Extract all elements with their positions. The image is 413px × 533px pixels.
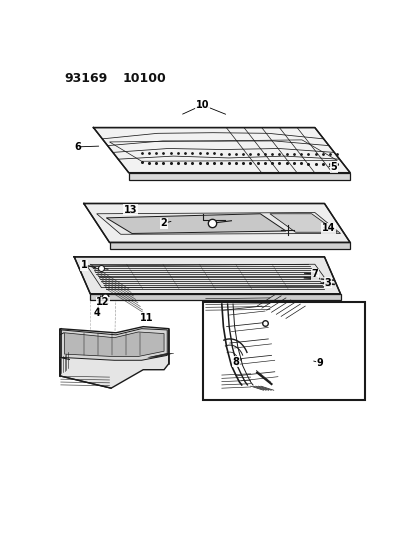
- Polygon shape: [61, 329, 167, 360]
- Text: 14: 14: [321, 223, 334, 233]
- Text: 7: 7: [311, 269, 318, 279]
- Text: 10: 10: [195, 100, 209, 110]
- Polygon shape: [106, 214, 285, 233]
- Text: 13: 13: [123, 205, 137, 215]
- Text: 6: 6: [74, 142, 81, 152]
- Polygon shape: [109, 243, 349, 248]
- Text: 12: 12: [96, 297, 109, 307]
- Polygon shape: [74, 257, 340, 294]
- Text: 11: 11: [139, 312, 153, 322]
- FancyBboxPatch shape: [202, 302, 364, 400]
- Text: 2: 2: [160, 218, 167, 228]
- Polygon shape: [96, 213, 340, 235]
- Text: 93169: 93169: [64, 72, 107, 85]
- Text: 8: 8: [232, 357, 239, 367]
- Text: 1: 1: [80, 260, 87, 270]
- Text: 4: 4: [93, 309, 100, 319]
- Polygon shape: [59, 327, 169, 388]
- Text: 3: 3: [323, 278, 330, 288]
- Text: 5: 5: [330, 163, 337, 172]
- Text: 9: 9: [316, 358, 322, 368]
- Polygon shape: [64, 332, 164, 357]
- Polygon shape: [83, 204, 349, 243]
- Polygon shape: [90, 294, 340, 300]
- Polygon shape: [93, 127, 349, 173]
- Polygon shape: [269, 214, 337, 232]
- Text: 10100: 10100: [122, 72, 166, 85]
- Polygon shape: [128, 173, 349, 180]
